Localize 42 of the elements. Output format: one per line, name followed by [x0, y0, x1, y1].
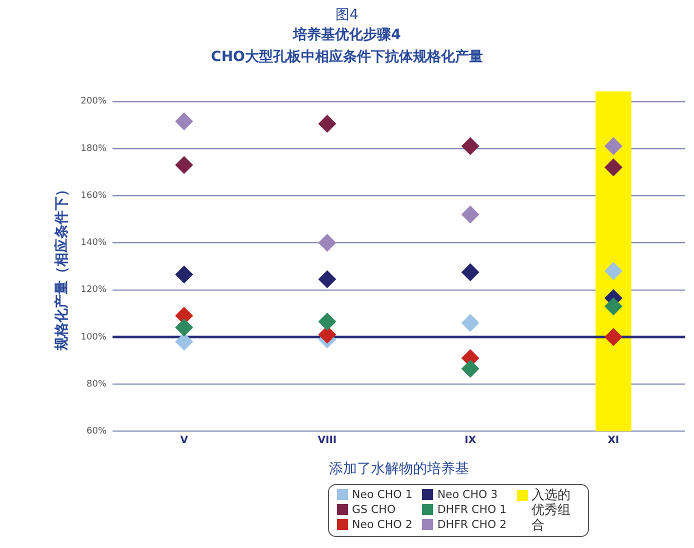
point	[604, 297, 622, 316]
chart-title: 图4	[334, 6, 360, 24]
point	[604, 137, 622, 156]
y-tick-label: 160%	[80, 190, 107, 201]
point	[318, 234, 336, 252]
point	[175, 156, 194, 174]
legend-label: Neo CHO 2	[352, 518, 412, 531]
legend-label: Neo CHO 3	[437, 488, 498, 501]
chart-subtitle: 培养基优化步骤4 CHO大型孔板中相应条件下抗体规格化产量	[210, 26, 484, 67]
y-tick-label: 80%	[86, 379, 107, 390]
x-tick-label: IX	[464, 434, 476, 446]
x-tick-label: VIII	[318, 434, 337, 446]
legend-label: DHFR CHO 2	[437, 518, 507, 531]
point	[175, 112, 194, 130]
x-tick-label: V	[180, 434, 188, 446]
legend-label: Neo CHO 1	[352, 488, 412, 501]
y-tick-label: 120%	[80, 285, 107, 296]
point	[461, 205, 480, 224]
y-axis-title: 规格化产量（相应条件下）	[53, 182, 70, 352]
point	[461, 137, 480, 156]
y-tick-label: 100%	[80, 332, 107, 342]
legend-label: 入选的优秀组合	[532, 488, 572, 533]
point	[318, 114, 336, 133]
point	[604, 262, 622, 280]
point	[604, 328, 622, 346]
y-tick-label: 60%	[86, 426, 107, 437]
x-axis-title: 添加了水解物的培养基	[328, 461, 469, 478]
x-tick-label: XI	[608, 434, 620, 446]
y-tick-label: 200%	[80, 96, 107, 107]
y-tick-label: 140%	[80, 238, 107, 248]
point	[175, 332, 194, 351]
y-tick-label: 180%	[80, 144, 107, 154]
point	[461, 314, 480, 332]
point	[175, 318, 194, 337]
point	[318, 312, 336, 331]
point	[175, 266, 194, 284]
legend-label: GS CHO	[352, 503, 396, 516]
point	[461, 263, 480, 282]
legend-label: DHFR CHO 1	[437, 503, 507, 516]
point	[604, 158, 622, 176]
point	[318, 270, 336, 288]
point	[461, 360, 480, 378]
